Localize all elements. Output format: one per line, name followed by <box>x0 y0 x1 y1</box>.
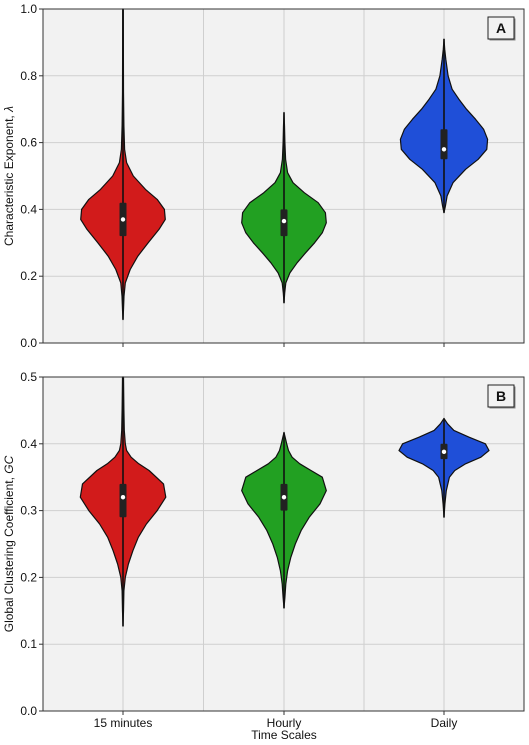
x-tick-label: Hourly <box>267 716 302 730</box>
y-axis-label-main: Global Clustering Coefficient, <box>2 474 16 633</box>
panel-letter: A <box>496 20 506 36</box>
violin-median-dot <box>281 218 287 224</box>
y-axis-label-symbol: GC <box>2 455 16 473</box>
y-tick-label: 0.2 <box>20 269 37 283</box>
y-tick-label: 0.0 <box>20 336 37 350</box>
y-tick-label: 0.3 <box>20 504 37 518</box>
y-tick-label: 0.6 <box>20 136 37 150</box>
panel-letter-box <box>487 384 515 408</box>
y-tick-label: 0.8 <box>20 69 37 83</box>
violin-median-dot <box>281 495 287 500</box>
y-axis-label-main: Characteristic Exponent, <box>2 112 16 246</box>
panel-letter: B <box>496 388 506 404</box>
violin-median-dot <box>120 495 126 500</box>
violin-median-dot <box>120 217 126 222</box>
panel-b: 0.0 0.1 0.2 0.3 0.4 0.5 15 minutes Hourly Daily B… <box>2 370 525 730</box>
panel-a: 0.0 0.2 0.4 0.6 0.8 1.0 A Characteristic Expone… <box>2 2 525 350</box>
y-tick-label: 1.0 <box>20 2 37 16</box>
y-axis-label: Characteristic Exponent, λ <box>2 106 16 246</box>
y-tick-label: 0.2 <box>20 570 37 584</box>
y-axis-label: Global Clustering Coefficient, GC <box>2 455 16 632</box>
x-tick-label: Daily <box>431 716 458 730</box>
y-axis-label-symbol: λ <box>2 106 16 113</box>
y-tick-label: 0.4 <box>20 202 37 216</box>
violin-median-dot <box>441 147 447 152</box>
x-tick-label: 15 minutes <box>94 716 153 730</box>
x-axis-label: Time Scales <box>251 728 317 742</box>
y-tick-label: 0.0 <box>20 704 37 718</box>
violin-iqr-box <box>440 129 448 160</box>
violin-median-dot <box>441 449 447 455</box>
y-tick-label: 0.5 <box>20 370 37 384</box>
violin-iqr-box <box>119 483 127 518</box>
y-tick-label: 0.1 <box>20 637 37 651</box>
panel-letter-box <box>487 16 515 40</box>
y-tick-label: 0.4 <box>20 437 37 451</box>
